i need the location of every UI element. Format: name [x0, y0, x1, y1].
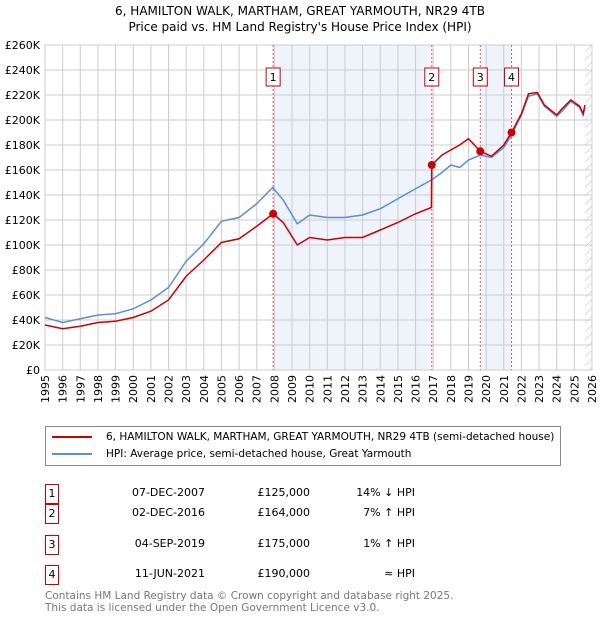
y-tick-label: £40K [12, 314, 41, 327]
sale-badge: 4 [45, 565, 59, 585]
y-tick-label: £240K [5, 64, 41, 77]
x-tick-label: 2018 [445, 375, 458, 403]
x-tick-label: 2003 [180, 375, 193, 403]
y-tick-label: £120K [5, 214, 41, 227]
x-tick-label: 2005 [215, 375, 228, 403]
sale-hpi: 14% ↓ HPI [356, 486, 415, 499]
legend-item-property: 6, HAMILTON WALK, MARTHAM, GREAT YARMOUT… [52, 431, 554, 443]
sale-hpi: 7% ↑ HPI [363, 506, 415, 519]
title-line: 6, HAMILTON WALK, MARTHAM, GREAT YARMOUT… [115, 4, 485, 18]
x-tick-label: 2011 [321, 375, 334, 403]
x-tick-label: 2017 [427, 375, 440, 403]
sale-point [507, 128, 516, 137]
x-tick-label: 1999 [110, 375, 123, 403]
y-tick-label: £60K [12, 289, 41, 302]
x-tick-label: 2026 [586, 375, 599, 403]
y-tick-label: £160K [5, 164, 41, 177]
y-tick-label: £140K [5, 189, 41, 202]
sale-date: 07-DEC-2007 [131, 486, 205, 499]
sale-badge: 2 [45, 504, 59, 524]
sale-badge: 3 [45, 535, 59, 555]
x-tick-label: 2013 [357, 375, 370, 403]
x-tick-label: 2006 [233, 375, 246, 403]
x-tick-label: 2023 [533, 375, 546, 403]
footer-line: Contains HM Land Registry data © Crown c… [45, 590, 454, 602]
sale-point [476, 147, 485, 156]
x-tick-label: 2010 [304, 375, 317, 403]
price-chart: £0 £20K £40K £60K £80K £100K £120K £140K £160K £1… [5, 39, 599, 403]
shaded-period [480, 45, 512, 370]
footer-line: This data is licensed under the Open Gov… [45, 602, 380, 614]
y-tick-label: £180K [5, 139, 41, 152]
sale-hpi: ≈ HPI [384, 567, 415, 580]
legend-label: 6, HAMILTON WALK, MARTHAM, GREAT YARMOUT… [106, 431, 555, 443]
sale-label-box [472, 67, 488, 87]
legend-label: HPI: Average price, semi-detached house,… [106, 448, 412, 460]
x-tick-label: 2014 [374, 375, 387, 403]
x-tick-label: 2004 [198, 375, 211, 403]
sale-label-box [265, 67, 281, 87]
x-tick-label: 2025 [568, 375, 581, 403]
x-tick-label: 2019 [462, 375, 475, 403]
x-tick-label: 2020 [480, 375, 493, 403]
sale-price: £125,000 [257, 486, 311, 499]
footer: Contains HM Land Registry data © Crown c… [45, 590, 453, 614]
x-tick-label: 2024 [551, 375, 564, 403]
x-tick-label: 2008 [268, 375, 281, 403]
forecast-hatch [584, 45, 592, 370]
sale-point [269, 209, 278, 218]
sale-date: 04-SEP-2019 [134, 537, 205, 550]
sale-date: 02-DEC-2016 [131, 506, 205, 519]
x-tick-label: 2009 [286, 375, 299, 403]
plot-frame [44, 44, 593, 371]
x-tick-label: 1998 [92, 375, 105, 403]
shaded-period [273, 45, 432, 370]
sale-point [427, 161, 436, 169]
red-line-swatch [52, 436, 92, 438]
y-tick-label: £80K [12, 264, 41, 277]
subtitle-line: Price paid vs. HM Land Registry's House … [128, 20, 472, 34]
sale-price: £190,000 [257, 567, 311, 580]
x-tick-label: 2012 [339, 375, 352, 403]
sale-label: 1 [270, 71, 277, 84]
chart-title: 6, HAMILTON WALK, MARTHAM, GREAT YARMOUT… [0, 3, 600, 35]
x-tick-label: 2007 [251, 375, 264, 403]
x-tick-label: 1997 [74, 375, 87, 403]
sale-label: 3 [477, 71, 484, 84]
y-tick-label: £260K [5, 39, 41, 52]
x-tick-label: 1995 [39, 375, 52, 403]
y-tick-label: £220K [5, 89, 41, 102]
series-line [44, 91, 586, 330]
sale-hpi: 1% ↑ HPI [363, 537, 415, 550]
y-tick-label: £0 [26, 364, 40, 377]
sale-row: 3 04-SEP-2019 £175,000 1% ↑ HPI [45, 535, 465, 555]
x-tick-label: 2021 [498, 375, 511, 403]
sale-date: 11-JUN-2021 [134, 567, 205, 580]
y-tick-label: £200K [5, 114, 41, 127]
sale-label: 4 [508, 71, 515, 84]
sale-label-box [504, 67, 520, 87]
sale-row: 1 07-DEC-2007 £125,000 14% ↓ HPI [45, 484, 465, 504]
y-tick-label: £20K [12, 339, 41, 352]
sale-row: 4 11-JUN-2021 £190,000 ≈ HPI [45, 565, 465, 585]
blue-line-swatch [52, 453, 92, 455]
x-tick-label: 2022 [515, 375, 528, 403]
sale-price: £164,000 [257, 506, 311, 519]
x-tick-label: 1996 [57, 375, 70, 403]
y-tick-label: £100K [5, 239, 41, 252]
sale-badge: 1 [45, 484, 59, 504]
sale-row: 2 02-DEC-2016 £164,000 7% ↑ HPI [45, 504, 465, 524]
x-tick-label: 2001 [145, 375, 158, 403]
x-tick-label: 2015 [392, 375, 405, 403]
sale-price: £175,000 [257, 537, 311, 550]
sale-label-box [424, 67, 440, 87]
x-tick-label: 2000 [127, 375, 140, 403]
sale-label: 2 [428, 71, 435, 84]
x-tick-label: 2016 [410, 375, 423, 403]
legend-item-hpi: HPI: Average price, semi-detached house,… [52, 448, 411, 460]
legend: 6, HAMILTON WALK, MARTHAM, GREAT YARMOUT… [45, 426, 561, 466]
x-tick-label: 2002 [163, 375, 176, 403]
